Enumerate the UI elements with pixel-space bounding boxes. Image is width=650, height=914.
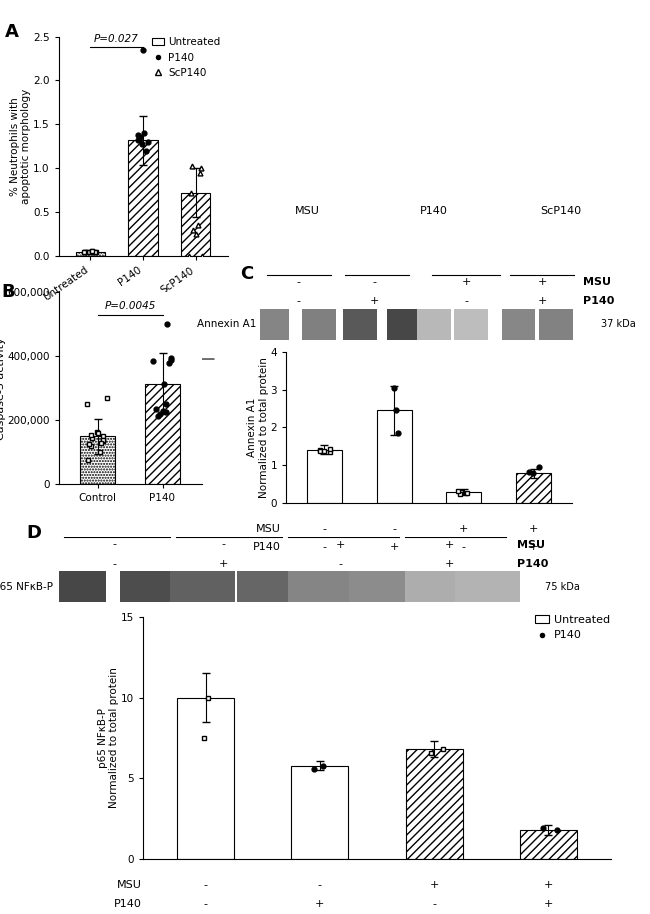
Text: MSU: MSU bbox=[131, 378, 155, 388]
Text: MSU: MSU bbox=[517, 539, 545, 549]
Bar bbox=[406, 749, 463, 859]
Text: +: + bbox=[445, 558, 454, 569]
Text: P140: P140 bbox=[517, 558, 548, 569]
Text: P140: P140 bbox=[254, 542, 281, 552]
Bar bbox=[343, 309, 376, 340]
Bar bbox=[129, 140, 157, 256]
Text: MSU: MSU bbox=[294, 207, 320, 217]
Text: +: + bbox=[445, 539, 454, 549]
Text: +: + bbox=[430, 880, 439, 889]
Text: -: - bbox=[464, 296, 468, 306]
Bar bbox=[539, 309, 573, 340]
Text: Annexin A1: Annexin A1 bbox=[197, 320, 257, 329]
Text: p65 NFκB-P: p65 NFκB-P bbox=[0, 582, 53, 591]
Text: -: - bbox=[204, 899, 208, 909]
Text: -: - bbox=[297, 277, 301, 287]
Bar bbox=[349, 571, 413, 602]
Bar bbox=[307, 450, 342, 503]
Y-axis label: Caspase-3 activity: Caspase-3 activity bbox=[0, 337, 6, 440]
Text: +: + bbox=[218, 558, 228, 569]
Bar bbox=[288, 571, 352, 602]
Bar bbox=[454, 309, 488, 340]
Text: +: + bbox=[538, 277, 547, 287]
Bar bbox=[177, 697, 234, 859]
Text: -: - bbox=[112, 539, 116, 549]
Text: P=0.027: P=0.027 bbox=[94, 34, 139, 44]
Text: P140: P140 bbox=[420, 207, 448, 217]
Text: +: + bbox=[529, 542, 538, 552]
Text: C: C bbox=[240, 265, 254, 283]
Text: -: - bbox=[322, 542, 326, 552]
Y-axis label: % Neutrophils with
apoptotic morphology: % Neutrophils with apoptotic morphology bbox=[10, 89, 31, 204]
Text: -: - bbox=[462, 542, 466, 552]
Legend: Untreated, P140, ScP140: Untreated, P140, ScP140 bbox=[151, 37, 220, 78]
Bar bbox=[516, 473, 551, 503]
Text: +: + bbox=[543, 880, 553, 889]
Text: +: + bbox=[389, 542, 399, 552]
Bar bbox=[377, 410, 411, 503]
Bar bbox=[170, 571, 235, 602]
Text: +: + bbox=[538, 296, 547, 306]
Text: 75 kDa: 75 kDa bbox=[545, 582, 580, 591]
Text: ScP140: ScP140 bbox=[540, 207, 581, 217]
Text: -: - bbox=[392, 524, 396, 534]
Y-axis label: p65 NFκB-P
Normalized to total protein: p65 NFκB-P Normalized to total protein bbox=[98, 667, 120, 809]
Text: -: - bbox=[318, 880, 322, 889]
Text: -: - bbox=[297, 296, 301, 306]
Text: +: + bbox=[543, 899, 553, 909]
Bar bbox=[144, 384, 181, 484]
Bar bbox=[120, 571, 185, 602]
Bar bbox=[502, 309, 536, 340]
Bar bbox=[75, 251, 105, 256]
Text: +: + bbox=[336, 539, 346, 549]
Text: +: + bbox=[315, 899, 324, 909]
Text: +: + bbox=[459, 524, 469, 534]
Text: MSU: MSU bbox=[117, 880, 142, 889]
Text: P140: P140 bbox=[114, 899, 142, 909]
Bar bbox=[405, 571, 469, 602]
Bar bbox=[255, 309, 289, 340]
Bar bbox=[79, 437, 116, 484]
Text: -: - bbox=[322, 524, 326, 534]
Bar bbox=[237, 571, 302, 602]
Text: B: B bbox=[1, 283, 15, 301]
Bar bbox=[302, 309, 336, 340]
Y-axis label: Annexin A1
Normalized to total protein: Annexin A1 Normalized to total protein bbox=[248, 356, 269, 498]
Text: -: - bbox=[432, 899, 436, 909]
Text: 37 kDa: 37 kDa bbox=[601, 320, 636, 329]
Text: -: - bbox=[373, 277, 377, 287]
Bar bbox=[387, 309, 421, 340]
Bar bbox=[181, 193, 211, 256]
Bar bbox=[447, 492, 481, 503]
Text: D: D bbox=[26, 524, 41, 542]
Text: P=0.0045: P=0.0045 bbox=[104, 301, 156, 311]
Text: A: A bbox=[5, 24, 18, 41]
Bar bbox=[417, 309, 451, 340]
Bar bbox=[456, 571, 519, 602]
Text: +: + bbox=[370, 296, 380, 306]
Legend: Untreated, P140: Untreated, P140 bbox=[531, 611, 615, 645]
Text: +: + bbox=[462, 277, 471, 287]
Text: -: - bbox=[204, 880, 208, 889]
Bar bbox=[291, 766, 348, 859]
Bar bbox=[42, 571, 106, 602]
Text: MSU: MSU bbox=[583, 277, 611, 287]
Text: MSU: MSU bbox=[256, 524, 281, 534]
Text: -: - bbox=[222, 539, 226, 549]
Text: P140: P140 bbox=[583, 296, 614, 306]
Text: -: - bbox=[339, 558, 343, 569]
Bar bbox=[520, 830, 577, 859]
Text: +: + bbox=[529, 524, 538, 534]
Text: -: - bbox=[112, 558, 116, 569]
